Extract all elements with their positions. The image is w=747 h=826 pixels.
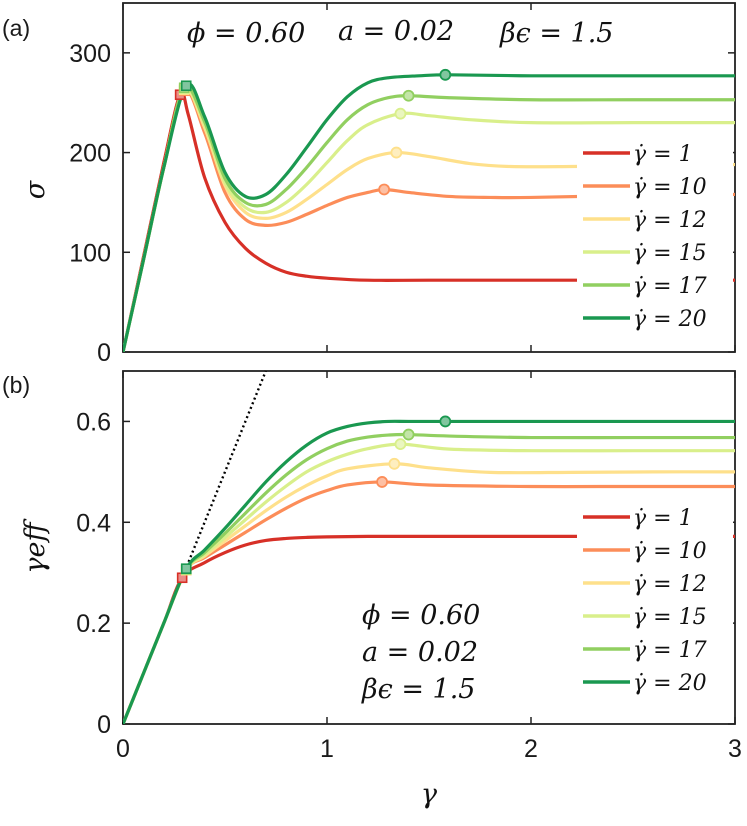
ytick-label: 100 bbox=[69, 239, 111, 267]
peak-marker bbox=[394, 438, 407, 451]
peak-marker bbox=[378, 183, 391, 196]
xtick-label: 0 bbox=[116, 735, 130, 763]
legend-label: γ̇ = 20 bbox=[633, 671, 707, 696]
peak-marker bbox=[394, 107, 407, 120]
peak-marker bbox=[402, 428, 415, 441]
ytick-label: 0 bbox=[97, 711, 111, 739]
reference-line bbox=[121, 370, 267, 725]
xtick-label: 2 bbox=[524, 735, 538, 763]
panel-a-annotation-a: a = 0.02 bbox=[338, 16, 454, 47]
yield-marker bbox=[180, 563, 192, 574]
peak-marker bbox=[439, 415, 452, 428]
legend-label: γ̇ = 15 bbox=[633, 605, 707, 630]
panel-b-ylabel: γeff bbox=[20, 519, 51, 574]
ytick-label: 0.4 bbox=[76, 509, 111, 537]
peak-marker bbox=[402, 89, 415, 102]
peak-marker bbox=[388, 457, 401, 470]
yield-marker bbox=[180, 80, 192, 92]
panel-a-legend: γ̇ = 1 γ̇ = 10 γ̇ = 12 γ̇ = 15 γ̇ = 17 γ̇ = 2… bbox=[577, 133, 733, 337]
legend-label: γ̇ = 17 bbox=[633, 274, 707, 299]
xtick-label: 1 bbox=[320, 735, 334, 763]
legend-label: γ̇ = 1 bbox=[633, 506, 693, 531]
ytick-label: 200 bbox=[69, 140, 111, 168]
panel-a-annotation-phi: ϕ = 0.60 bbox=[187, 18, 305, 49]
panel-a-ylabel: σ bbox=[20, 179, 51, 199]
legend-label: γ̇ = 15 bbox=[633, 241, 707, 266]
panel-a-lines bbox=[123, 68, 735, 352]
legend-background bbox=[577, 133, 733, 337]
ytick-label: 300 bbox=[69, 40, 111, 68]
legend-label: γ̇ = 10 bbox=[633, 539, 707, 564]
peak-marker bbox=[439, 68, 452, 81]
ytick-label: 0.6 bbox=[76, 408, 111, 436]
ytick-label: 0.2 bbox=[76, 610, 111, 638]
peak-marker bbox=[376, 476, 388, 488]
ytick-label: 0 bbox=[97, 339, 111, 367]
legend-label: γ̇ = 1 bbox=[633, 142, 693, 167]
panel-a-ticks: 0 100 200 300 bbox=[69, 3, 736, 367]
panel-b-ticks: 0 0.2 0.4 0.6 0 1 2 3 bbox=[76, 371, 742, 763]
panel-b-legend: γ̇ = 1 γ̇ = 10 γ̇ = 12 γ̇ = 15 γ̇ = 17 γ̇ = 2… bbox=[577, 497, 733, 701]
legend-label: γ̇ = 12 bbox=[633, 572, 707, 597]
legend-label: γ̇ = 10 bbox=[633, 175, 707, 200]
panel-a-annotation-beps: βϵ = 1.5 bbox=[499, 18, 613, 49]
panel-b-xlabel: γ bbox=[421, 779, 438, 810]
panel-b-frame bbox=[122, 370, 736, 725]
xtick-label: 3 bbox=[728, 735, 742, 763]
legend-label: γ̇ = 17 bbox=[633, 638, 707, 663]
panel-b-annotation-beps: βϵ = 1.5 bbox=[361, 674, 475, 705]
panel-b-label: (b) bbox=[2, 372, 30, 398]
panel-a-label: (a) bbox=[2, 15, 30, 41]
peak-marker bbox=[390, 146, 403, 159]
panel-a-frame bbox=[122, 2, 736, 353]
legend-background bbox=[577, 497, 733, 701]
legend-label: γ̇ = 20 bbox=[633, 307, 707, 332]
panel-b-annotation-phi: ϕ = 0.60 bbox=[362, 600, 480, 631]
panel-b-annotation-a: a = 0.02 bbox=[362, 637, 478, 668]
panel-b-lines bbox=[121, 370, 735, 725]
legend-label: γ̇ = 12 bbox=[633, 208, 707, 233]
